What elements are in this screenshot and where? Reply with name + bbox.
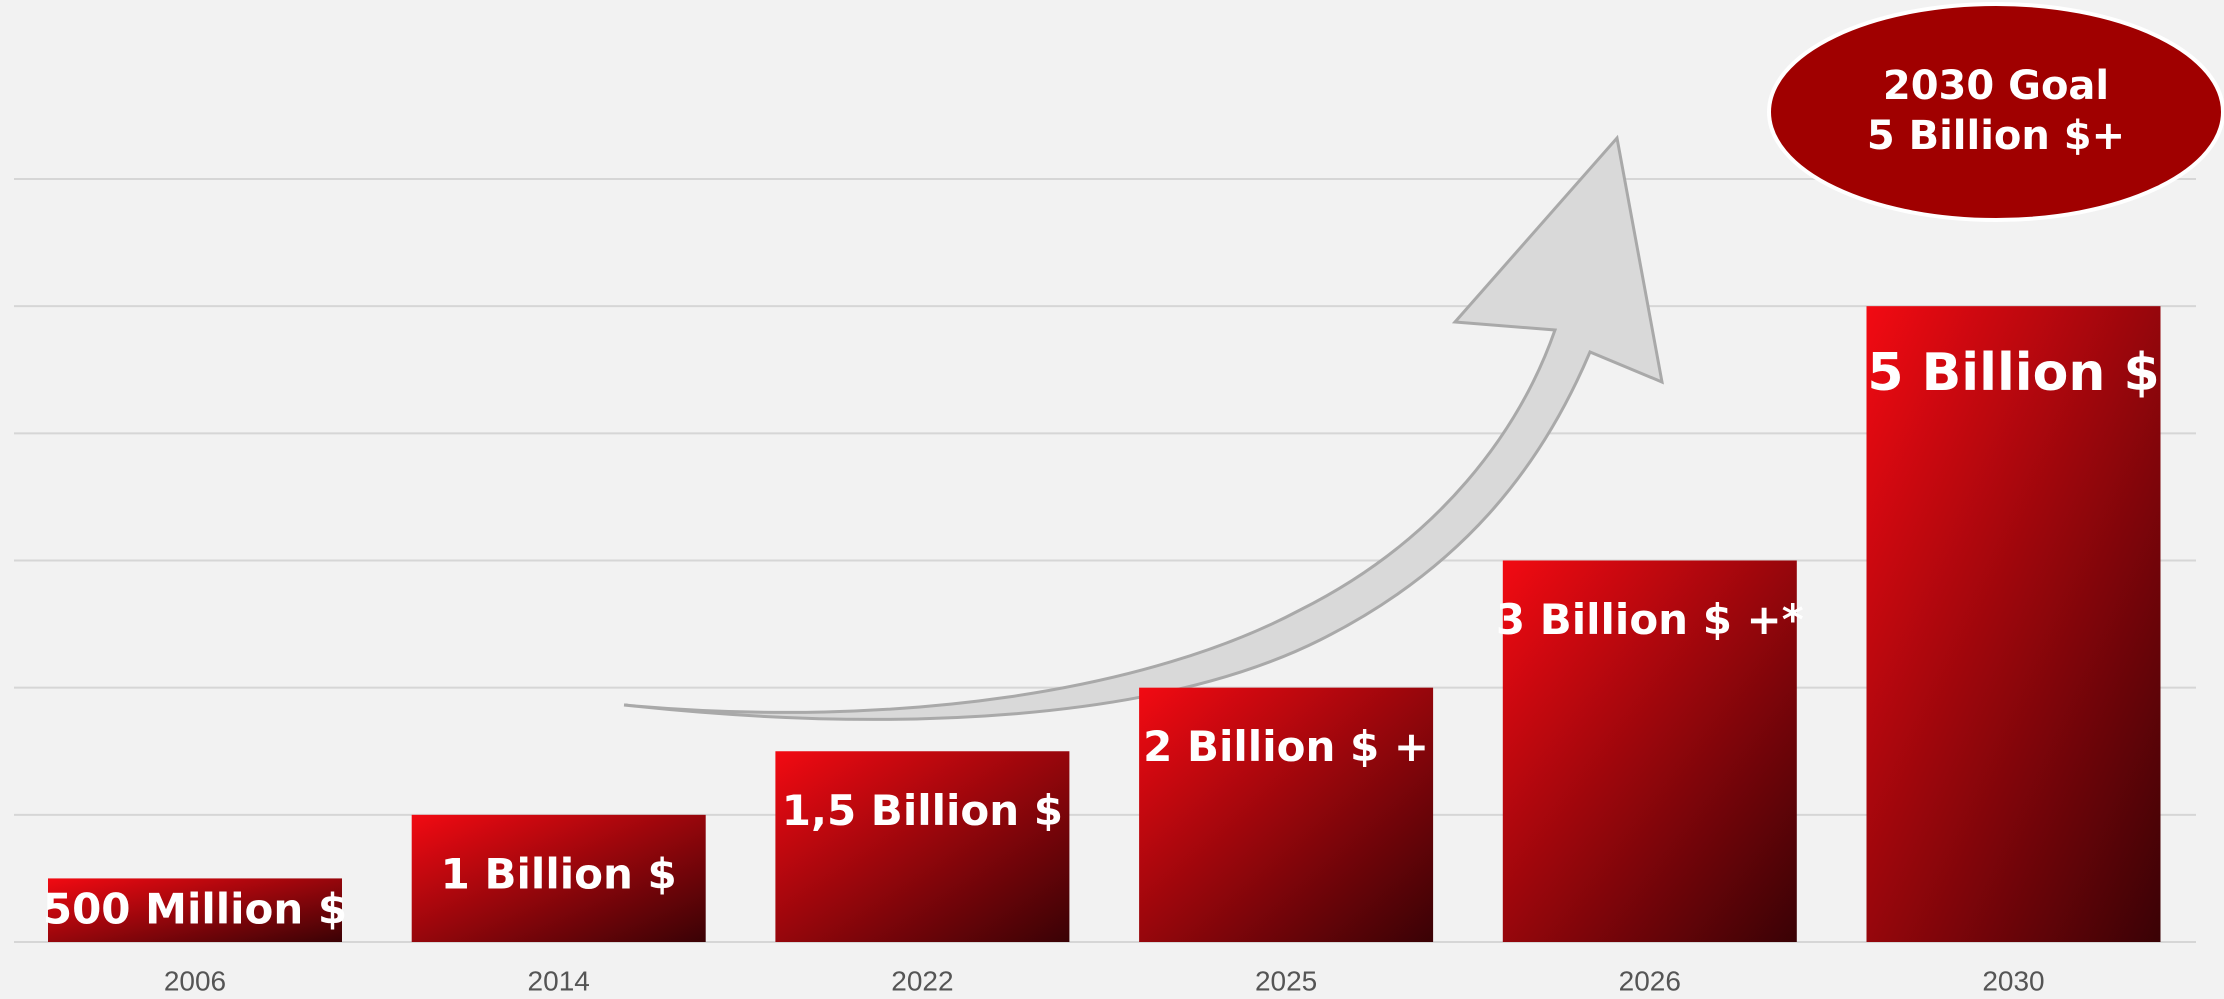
value-label: 3 Billion $ +*: [1496, 595, 1804, 644]
value-label: 2 Billion $ +: [1143, 722, 1429, 771]
value-label: 500 Million $: [43, 885, 347, 934]
x-tick-label: 2006: [164, 965, 226, 996]
x-tick-label: 2025: [1255, 965, 1317, 996]
goal-value: 5 Billion $+: [1867, 113, 2125, 159]
x-tick-label: 2014: [528, 965, 590, 996]
bar: [48, 878, 342, 942]
x-tick-label: 2030: [1982, 965, 2044, 996]
bar: [1502, 560, 1797, 942]
bar: [1866, 306, 2161, 943]
bar: [411, 814, 706, 942]
x-tick-label: 2026: [1619, 965, 1681, 996]
bar: [775, 751, 1070, 942]
growth-arrow: [623, 134, 1664, 721]
bar: [1139, 687, 1434, 942]
goal-title: 2030 Goal: [1883, 63, 2109, 109]
value-label: 5 Billion $: [1867, 343, 2159, 403]
goal-badge: [1767, 2, 2224, 222]
x-tick-label: 2022: [891, 965, 953, 996]
value-label: 1,5 Billion $: [782, 786, 1063, 835]
value-label: 1 Billion $: [441, 849, 677, 898]
bars: 2006 500 Million $ 2014 1 Billion $ 2022 1,5 …: [43, 306, 2161, 996]
